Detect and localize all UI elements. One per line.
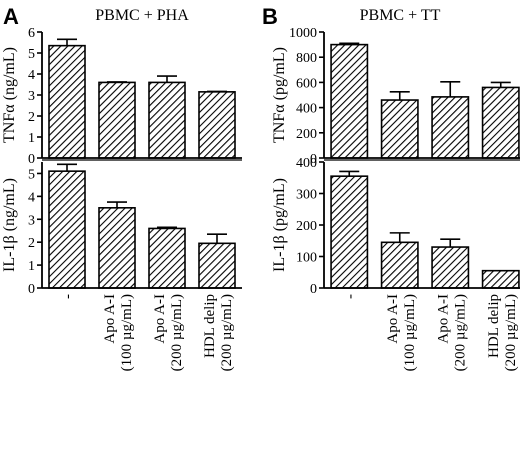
bar-a-bottom-3 [198, 242, 236, 289]
y-tick-label-a-top-3: 3 [28, 89, 35, 104]
y-tick-label-a-bottom-0: 0 [28, 282, 35, 297]
y-axis-label-b-bottom: IL-1β (pg/mL) [271, 178, 288, 272]
y-tick-label-a-top-1: 1 [28, 131, 35, 146]
bar-b-bottom-1 [380, 241, 419, 289]
y-axis-label-a-top: TNFα (ng/mL) [1, 47, 18, 143]
x-label-b-1: Apo A-I [385, 294, 401, 344]
x-sublabel-a-1: (100 µg/mL) [119, 294, 135, 371]
plot-b-bottom: 0 100 200 300 400 IL-1β (pg/mL) [271, 156, 520, 297]
x-sublabel-a-3: (200 µg/mL) [219, 294, 235, 371]
y-tick-label-a-bottom-5: 5 [28, 167, 35, 182]
y-tick-label-b-top-600: 600 [296, 76, 317, 91]
y-tick-label-a-top-5: 5 [28, 47, 35, 62]
bar-a-top-0 [48, 44, 86, 159]
y-tick-label-b-bottom-300: 300 [296, 188, 317, 203]
y-tick-label-b-top-0: 0 [310, 152, 317, 167]
bar-a-top-3 [198, 91, 236, 159]
x-label-a-0: - [60, 294, 76, 299]
y-tick-label-a-bottom-1: 1 [28, 259, 35, 274]
bar-b-top-3 [481, 86, 520, 159]
x-label-a-2: Apo A-I [152, 294, 168, 344]
y-axis-label-a-bottom: IL-1β (ng/mL) [1, 178, 18, 272]
bar-a-top-2 [148, 81, 186, 159]
plots: 0 1 2 3 4 5 6 TNFα (ng/mL) 0 1 2 3 4 5 IL-1β (ng/mL) 0 2… [1, 26, 520, 297]
bar-a-bottom-2 [148, 227, 186, 289]
y-tick-label-b-bottom-200: 200 [296, 219, 317, 234]
y-tick-label-a-top-4: 4 [28, 68, 35, 83]
bar-b-top-1 [380, 99, 419, 159]
x-label-b-3: HDL delip [486, 294, 502, 358]
y-tick-label-b-top-1000: 1000 [289, 26, 317, 41]
x-label-a-1: Apo A-I [102, 294, 118, 344]
bar-a-top-1 [98, 81, 136, 159]
y-tick-label-b-bottom-400: 400 [296, 156, 317, 171]
panel-letter-a: A [3, 4, 19, 29]
bar-a-bottom-1 [98, 207, 136, 289]
bar-a-bottom-0 [48, 170, 86, 289]
y-tick-label-b-top-400: 400 [296, 102, 317, 117]
y-tick-label-b-top-200: 200 [296, 127, 317, 142]
y-tick-label-a-bottom-4: 4 [28, 190, 35, 205]
plot-a-top: 0 1 2 3 4 5 6 TNFα (ng/mL) [1, 26, 242, 167]
x-label-b-2: Apo A-I [435, 294, 451, 344]
panel-letter-b: B [262, 4, 278, 29]
y-tick-label-b-top-800: 800 [296, 51, 317, 66]
y-tick-label-a-bottom-3: 3 [28, 213, 35, 228]
x-sublabel-b-1: (100 µg/mL) [402, 294, 418, 371]
y-tick-label-a-top-0: 0 [28, 152, 35, 167]
y-tick-label-b-bottom-0: 0 [310, 282, 317, 297]
bar-b-top-0 [330, 43, 369, 159]
bar-b-top-2 [431, 96, 470, 159]
panel-title-b: PBMC + TT [360, 7, 441, 24]
x-label-a-3: HDL delip [202, 294, 218, 358]
y-tick-label-b-bottom-100: 100 [296, 251, 317, 266]
y-axis-label-b-top: TNFα (pg/mL) [271, 47, 288, 143]
x-label-b-0: - [342, 294, 358, 299]
bar-b-bottom-2 [431, 246, 470, 289]
y-tick-label-a-bottom-2: 2 [28, 236, 35, 251]
bar-b-bottom-0 [330, 175, 369, 289]
x-sublabel-a-2: (200 µg/mL) [169, 294, 185, 371]
bar-b-bottom-3 [481, 269, 520, 289]
y-tick-label-a-top-2: 2 [28, 110, 35, 125]
x-sublabel-b-3: (200 µg/mL) [503, 294, 519, 371]
panel-title-a: PBMC + PHA [95, 7, 189, 24]
plot-a-bottom: 0 1 2 3 4 5 IL-1β (ng/mL) [1, 162, 242, 297]
x-axis-labels: - Apo A-I (100 µg/mL) Apo A-I (200 µg/mL) HDL… [60, 294, 519, 371]
y-tick-label-a-top-6: 6 [28, 26, 35, 41]
x-sublabel-b-2: (200 µg/mL) [452, 294, 468, 371]
